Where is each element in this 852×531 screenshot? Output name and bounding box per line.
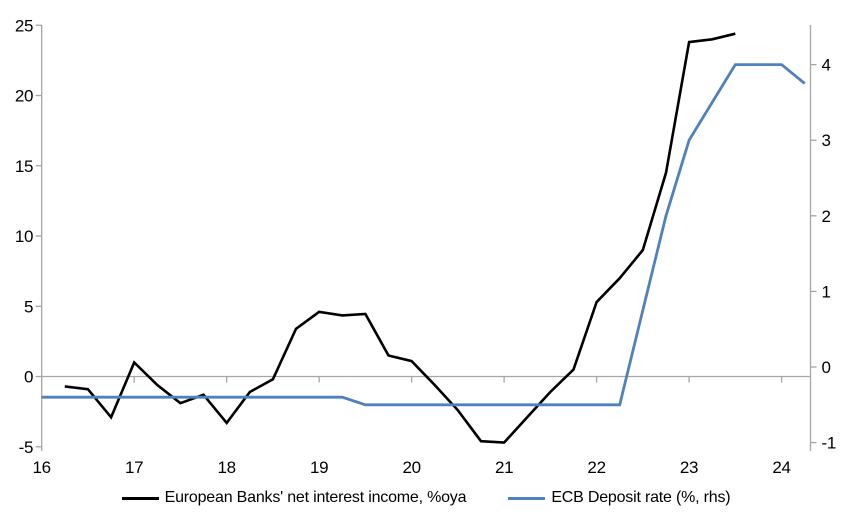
x-axis-tick-label: 22	[587, 458, 605, 477]
right-axis-tick-label: 4	[822, 56, 831, 75]
legend-item-nii: European Banks' net interest income, %oy…	[121, 489, 467, 507]
left-axis-tick-label: 20	[15, 87, 33, 106]
x-axis-tick-label: 24	[772, 458, 790, 477]
nii-series-line	[64, 32, 736, 444]
x-axis-tick-label: 20	[402, 458, 420, 477]
x-axis-tick-label: 23	[680, 458, 698, 477]
right-axis-tick-label: -1	[822, 434, 837, 453]
right-axis-tick-label: 2	[822, 207, 831, 226]
right-axis-tick-label: 1	[822, 282, 831, 301]
left-axis-tick-label: 10	[15, 227, 33, 246]
ecb-rate-line-swatch	[508, 496, 546, 500]
right-axis-tick-label: 0	[822, 358, 831, 377]
left-axis-tick-label: 25	[15, 16, 33, 35]
nii-line-swatch	[121, 496, 159, 500]
ecb-rate-legend-label: ECB Deposit rate (%, rhs)	[551, 489, 731, 506]
legend-item-ecb-rate: ECB Deposit rate (%, rhs)	[508, 489, 731, 507]
x-axis-tick-label: 16	[33, 458, 51, 477]
x-axis-tick-label: 21	[495, 458, 513, 477]
right-axis-tick-label: 3	[822, 131, 831, 150]
legend: European Banks' net interest income, %oy…	[0, 489, 852, 507]
x-axis-tick-label: 18	[218, 458, 236, 477]
ecb-deposit-rate-series-line	[41, 63, 806, 407]
nii-legend-label: European Banks' net interest income, %oy…	[164, 489, 467, 506]
left-axis-tick-label: 0	[24, 368, 33, 387]
x-axis-tick-label: 17	[125, 458, 143, 477]
left-axis-tick-label: 5	[24, 297, 33, 316]
left-axis-tick-label: 15	[15, 157, 33, 176]
x-axis-tick-label: 19	[310, 458, 328, 477]
left-axis-tick-label: -5	[19, 438, 34, 457]
